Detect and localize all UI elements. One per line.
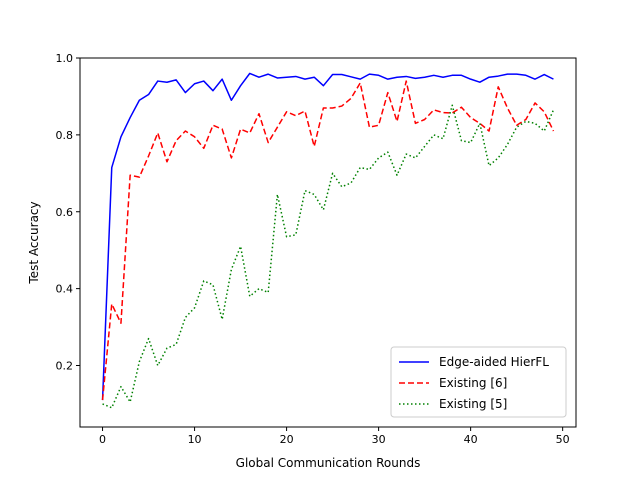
x-tick-label: 40 (464, 433, 478, 446)
series-line-existing-5 (102, 104, 555, 409)
y-tick-label: 1.0 (56, 52, 74, 65)
y-tick-label: 0.4 (56, 283, 74, 296)
legend-label: Existing [5] (439, 397, 507, 411)
legend-box (390, 346, 567, 418)
series-line-existing-6 (101, 80, 555, 401)
axes-frame (79, 57, 577, 428)
legend-label: Existing [6] (439, 376, 507, 390)
legend: Edge-aided HierFL Existing [6] Existing [5… (390, 346, 567, 418)
x-tick-label: 50 (556, 433, 570, 446)
x-tick-label: 10 (188, 433, 202, 446)
y-tick-label: 0.8 (56, 129, 74, 142)
series-layer (101, 72, 555, 409)
x-tick-label: 20 (280, 433, 294, 446)
y-tick-label: 0.2 (56, 360, 74, 373)
ticks-layer: 0 10 20 30 40 50 0.2 0.4 0.6 0.8 1.0 (56, 52, 570, 446)
x-tick-label: 30 (372, 433, 386, 446)
y-tick-label: 0.6 (56, 206, 74, 219)
x-tick-label: 0 (99, 433, 106, 446)
x-axis-label: Global Communication Rounds (236, 456, 421, 470)
y-axis-label: Test Accuracy (27, 201, 41, 284)
series-line-edge-aided-hierfl (101, 72, 554, 401)
legend-label: Edge-aided HierFL (439, 355, 549, 369)
